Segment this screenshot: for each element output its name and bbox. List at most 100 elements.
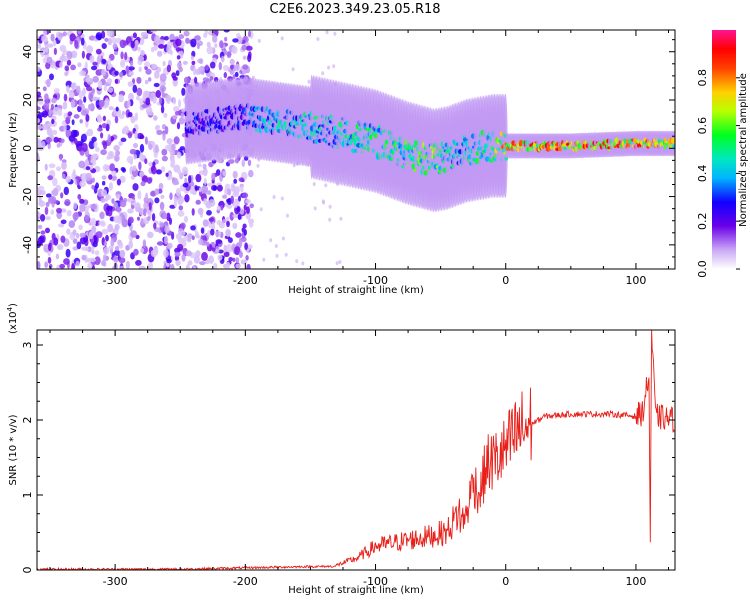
colorbar-tick-label: 0.2: [696, 212, 709, 230]
noise-speckle: [79, 180, 86, 188]
noise-speckle: [37, 185, 45, 191]
noise-speckle: [259, 207, 263, 212]
noise-speckle: [245, 206, 250, 215]
noise-speckle: [280, 36, 284, 41]
noise-speckle: [137, 46, 141, 52]
noise-speckle: [229, 58, 235, 65]
noise-speckle: [312, 182, 316, 187]
noise-speckle: [105, 234, 109, 242]
noise-speckle: [96, 55, 101, 65]
noise-speckle: [242, 64, 249, 70]
noise-speckle: [139, 143, 145, 153]
noise-speckle: [37, 212, 42, 218]
noise-speckle: [106, 64, 112, 71]
noise-speckle: [97, 127, 103, 132]
noise-speckle: [139, 170, 145, 177]
noise-speckle: [176, 55, 181, 60]
noise-speckle: [127, 111, 133, 118]
x-tick-label: -100: [363, 274, 388, 287]
ridge-blob: [670, 137, 675, 144]
noise-speckle: [241, 44, 247, 51]
noise-speckle: [136, 95, 140, 101]
noise-speckle: [235, 63, 240, 72]
noise-speckle: [224, 187, 228, 196]
noise-speckle: [108, 182, 113, 191]
noise-speckle: [131, 204, 135, 210]
noise-speckle: [166, 138, 173, 145]
noise-speckle: [192, 190, 197, 195]
noise-speckle: [74, 40, 79, 49]
noise-speckle: [134, 130, 138, 140]
noise-speckle: [42, 86, 47, 92]
noise-speckle: [41, 140, 46, 149]
noise-speckle: [114, 245, 120, 252]
noise-speckle: [121, 167, 126, 173]
spectrogram-y-axis-label: Frequency (Hz): [8, 112, 19, 188]
noise-speckle: [67, 111, 73, 116]
noise-speckle: [171, 143, 176, 151]
noise-speckle: [207, 230, 211, 237]
noise-speckle: [78, 160, 86, 169]
noise-speckle: [232, 257, 236, 262]
noise-speckle: [104, 37, 109, 42]
colorbar-tick-label: 0.4: [696, 165, 709, 183]
noise-speckle: [179, 230, 186, 236]
colorbar-tick-label: 0.8: [696, 69, 709, 87]
noise-speckle: [91, 65, 98, 71]
noise-speckle: [175, 47, 183, 52]
noise-speckle: [129, 148, 137, 155]
noise-speckle: [227, 204, 233, 210]
noise-speckle: [176, 122, 181, 130]
noise-speckle: [50, 33, 55, 42]
noise-speckle: [173, 115, 178, 120]
noise-speckle: [292, 163, 296, 168]
noise-speckle: [132, 165, 137, 172]
y-tick-label: 20: [21, 93, 34, 107]
noise-speckle: [112, 175, 117, 181]
noise-speckle: [46, 56, 53, 64]
noise-speckle: [91, 225, 97, 234]
noise-speckle: [210, 228, 215, 236]
noise-speckle: [86, 128, 94, 137]
noise-speckle: [217, 254, 223, 261]
noise-speckle: [185, 37, 190, 44]
noise-speckle: [95, 99, 101, 109]
noise-speckle: [132, 32, 137, 39]
noise-speckle: [215, 230, 222, 238]
noise-speckle: [95, 182, 99, 189]
noise-speckle: [262, 257, 266, 262]
noise-speckle: [198, 187, 202, 193]
noise-speckle: [242, 223, 247, 229]
noise-speckle: [126, 198, 134, 203]
y-tick-label: 0: [21, 567, 34, 574]
noise-speckle: [158, 39, 165, 45]
x-tick-label: -100: [363, 575, 388, 588]
noise-speckle: [225, 244, 233, 254]
noise-speckle: [106, 30, 113, 37]
noise-speckle: [165, 94, 172, 102]
noise-speckle: [190, 225, 196, 231]
noise-speckle: [119, 71, 124, 78]
noise-speckle: [219, 40, 224, 49]
noise-speckle: [199, 58, 204, 65]
noise-speckle: [111, 198, 115, 204]
noise-speckle: [89, 165, 94, 170]
noise-speckle: [48, 242, 52, 252]
noise-speckle: [179, 146, 185, 151]
colorbar: [712, 30, 736, 269]
noise-speckle: [37, 153, 40, 162]
noise-speckle: [52, 39, 57, 47]
noise-speckle: [222, 194, 228, 199]
noise-speckle: [220, 204, 224, 211]
noise-speckle: [65, 129, 72, 138]
noise-speckle: [150, 46, 155, 53]
noise-speckle: [68, 91, 75, 99]
noise-speckle: [48, 110, 52, 117]
noise-speckle: [140, 31, 148, 37]
noise-speckle: [115, 150, 121, 156]
noise-speckle: [107, 37, 113, 46]
noise-speckle: [227, 237, 233, 244]
noise-speckle: [45, 201, 50, 207]
noise-speckle: [121, 111, 126, 115]
noise-speckle: [172, 76, 178, 81]
